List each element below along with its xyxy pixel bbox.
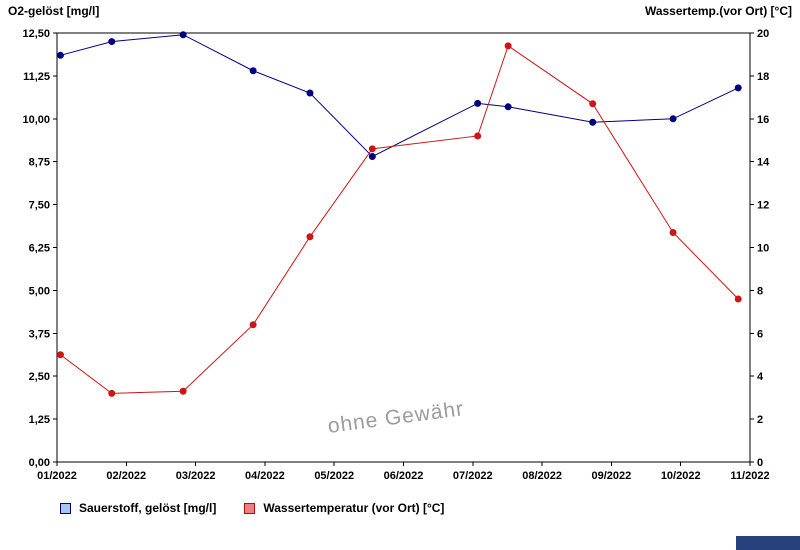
data-point-marker [249,321,257,329]
left-axis-tick-label: 11,25 [23,71,50,83]
left-axis-tick-label: 10,00 [22,114,50,126]
x-axis-tick-label: 02/2022 [106,470,146,482]
x-axis-tick-label: 10/2022 [661,470,701,482]
right-axis-tick-label: 20 [757,28,769,40]
x-axis-tick-label: 03/2022 [176,470,216,482]
right-axis-tick-label: 4 [757,371,764,383]
right-axis-tick-label: 10 [757,243,769,255]
right-axis-tick-label: 2 [757,414,763,426]
left-axis-tick-label: 12,50 [22,28,50,40]
left-axis-tick-label: 8,75 [29,157,50,169]
data-point-marker [474,132,482,140]
legend-item-temperature: Wassertemperatur (vor Ort) [°C] [244,501,444,515]
x-axis-tick-label: 09/2022 [592,470,632,482]
left-axis-tick-label: 1,25 [29,414,50,426]
data-point-marker [306,89,314,97]
right-axis-tick-label: 6 [757,328,763,340]
data-point-marker [249,67,257,75]
data-point-marker [504,42,512,50]
series-line-oxygen [60,34,739,158]
right-axis-tick-label: 0 [757,457,763,469]
data-point-marker [589,118,597,126]
oxygen-legend-swatch-icon [60,502,71,514]
data-point-marker [108,389,116,397]
right-axis-tick-label: 12 [757,200,769,212]
data-point-marker [179,31,187,39]
left-axis-tick-label: 6,25 [29,243,50,255]
data-point-marker [56,351,64,359]
data-point-marker [368,153,376,161]
x-axis-tick-label: 11/2022 [730,470,769,482]
x-axis-tick-label: 07/2022 [453,470,493,482]
data-point-marker [589,100,597,108]
data-point-marker [306,233,314,241]
data-point-marker [179,387,187,395]
right-axis-tick-label: 14 [757,157,770,169]
x-axis-tick-label: 06/2022 [384,470,424,482]
right-axis-tick-label: 18 [757,71,769,83]
oxygen-legend-label: Sauerstoff, gelöst [mg/l] [79,501,217,515]
plot-frame [56,32,751,463]
data-point-marker [669,228,677,236]
legend-item-oxygen: Sauerstoff, gelöst [mg/l] [60,501,216,515]
temperature-legend-swatch-icon [244,502,256,514]
right-axis-tick-label: 16 [757,114,769,126]
x-axis-tick-label: 05/2022 [314,470,354,482]
right-axis-tick-label: 8 [757,285,763,297]
data-point-marker [669,115,677,123]
right-axis-title: Wassertemp.(vor Ort) [°C] [644,4,792,18]
x-axis-tick-label: 01/2022 [37,470,77,482]
data-point-marker [474,99,482,107]
left-axis-tick-label: 0,00 [29,457,50,469]
left-axis-tick-label: 5,00 [29,285,50,297]
data-point-marker [108,38,116,46]
chart-legend: Sauerstoff, gelöst [mg/l] Wassertemperat… [60,501,444,515]
data-point-marker [368,145,376,153]
left-axis-title: O2-gelöst [mg/l] [8,4,100,18]
series-line-temperature [60,45,739,394]
data-point-marker [734,295,742,303]
x-axis-tick-label: 04/2022 [245,470,285,482]
corner-bar [736,536,800,550]
temperature-legend-label: Wassertemperatur (vor Ort) [°C] [263,501,445,515]
left-axis-tick-label: 2,50 [29,371,50,383]
left-axis-tick-label: 7,50 [29,200,50,212]
data-point-marker [504,103,512,111]
left-axis-tick-label: 3,75 [29,328,50,340]
data-point-marker [56,51,64,59]
x-axis-tick-label: 08/2022 [522,470,562,482]
data-point-marker [734,84,742,92]
